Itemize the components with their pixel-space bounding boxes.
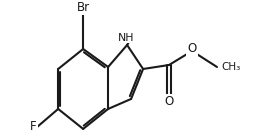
Text: F: F xyxy=(30,120,37,133)
Text: CH₃: CH₃ xyxy=(222,62,241,72)
Text: O: O xyxy=(164,95,174,108)
Text: NH: NH xyxy=(117,33,134,43)
Text: Br: Br xyxy=(76,1,90,14)
Text: O: O xyxy=(187,42,197,55)
